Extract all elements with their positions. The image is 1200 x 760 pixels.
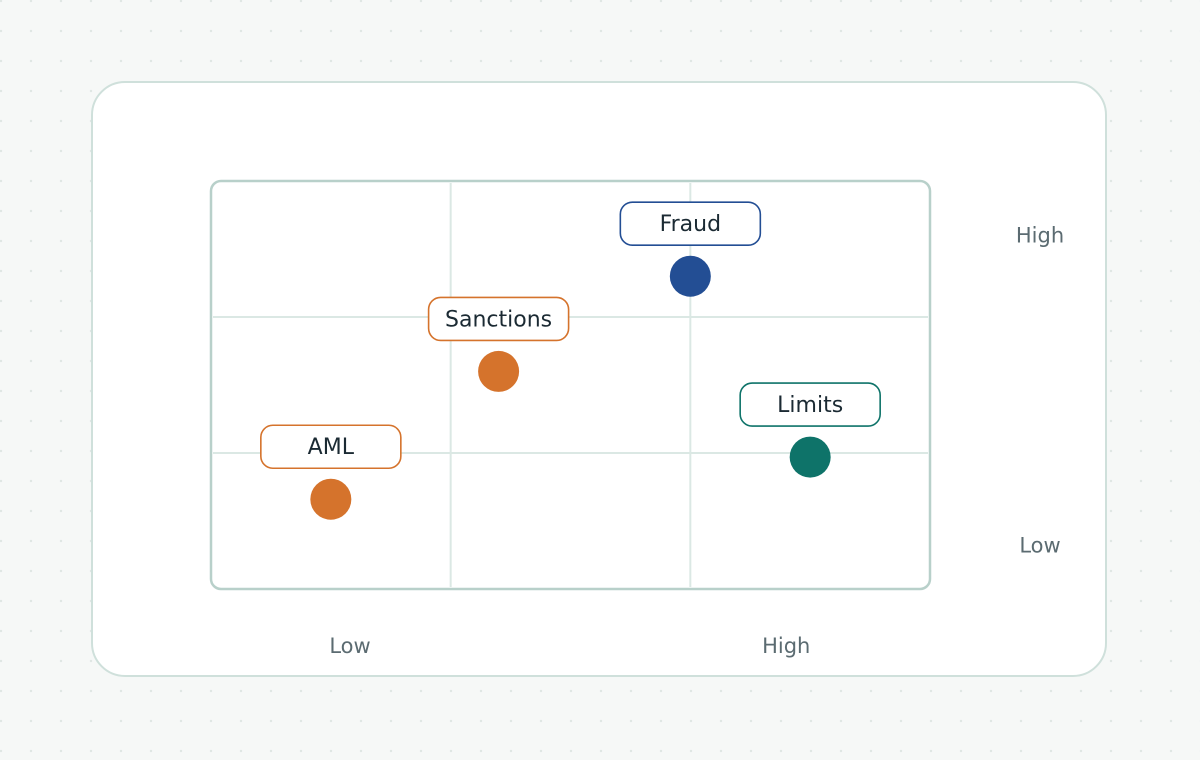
point-label-box bbox=[260, 424, 402, 470]
x-tick-label: Low bbox=[329, 634, 370, 658]
data-point-fraud: Fraud bbox=[619, 201, 762, 297]
point-label: Limits bbox=[777, 393, 843, 418]
point-label-box bbox=[427, 296, 570, 342]
point-marker bbox=[789, 436, 831, 478]
data-point-aml: AML bbox=[260, 424, 402, 520]
point-marker bbox=[669, 255, 711, 297]
point-label-box bbox=[619, 201, 762, 246]
data-point-sanctions: Sanctions bbox=[427, 296, 570, 392]
data-points: Fraud Sanctions Limits AML bbox=[260, 201, 881, 520]
point-label: Fraud bbox=[660, 212, 722, 237]
data-point-limits: Limits bbox=[739, 382, 881, 478]
point-label: Sanctions bbox=[445, 307, 552, 332]
x-tick-label: High bbox=[762, 634, 810, 658]
x-tick-labels: Low High bbox=[329, 634, 810, 658]
point-label-box bbox=[739, 382, 881, 427]
point-marker bbox=[478, 350, 520, 392]
y-tick-label: High bbox=[1016, 223, 1064, 247]
y-tick-label: Low bbox=[1019, 533, 1060, 557]
point-marker bbox=[310, 478, 352, 520]
y-tick-labels: High Low bbox=[1016, 223, 1064, 557]
plot-frame bbox=[209, 179, 932, 591]
point-label: AML bbox=[308, 435, 355, 460]
